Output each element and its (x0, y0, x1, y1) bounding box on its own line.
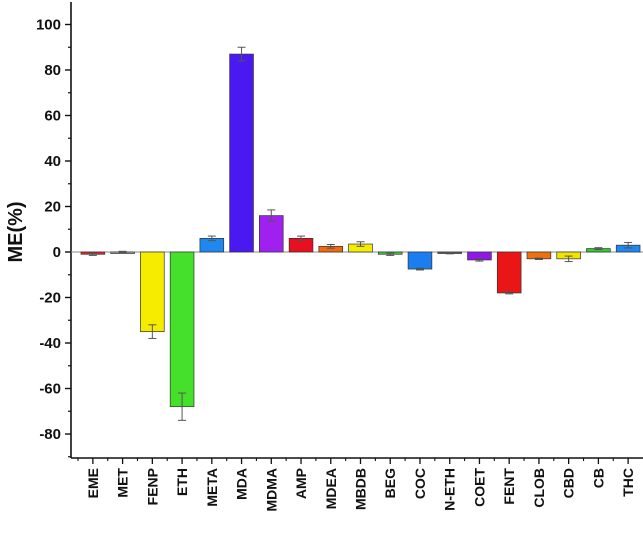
axes (65, 2, 643, 464)
y-tick-label: -20 (39, 290, 61, 307)
y-tick-label: -60 (39, 381, 61, 398)
bar-coc (407, 251, 433, 270)
x-tick-label: BEG (382, 468, 398, 498)
x-tick-label: CLOB (531, 468, 547, 508)
bar-eth (169, 251, 195, 408)
bar-fent (496, 251, 522, 294)
x-tick-label: META (204, 468, 220, 507)
x-tick-label: AMP (293, 468, 309, 499)
y-axis-title: ME(%) (5, 201, 27, 262)
x-tick-label: MBDB (353, 468, 369, 510)
x-tick-label: MET (115, 468, 131, 498)
error-bars (88, 46, 633, 421)
bars (80, 53, 641, 408)
x-tick-label: COC (412, 468, 428, 499)
x-tick-label: CBD (561, 468, 577, 498)
y-tick-label: -40 (39, 335, 61, 352)
x-tick-label: FENT (501, 468, 517, 505)
x-tick-labels: EME MET FENP ETH META MDA MDMA AMP MDEA MBDB BEG CO… (85, 468, 636, 512)
x-tick-label: CB (590, 468, 606, 488)
y-tick-label: 100 (36, 17, 61, 34)
x-tick-label: ETH (174, 468, 190, 496)
x-tick-label: MDEA (323, 468, 339, 509)
y-tick-label: 20 (44, 199, 61, 216)
x-tick-label: FENP (144, 468, 160, 505)
x-tick-label: MDMA (263, 468, 279, 512)
bar-fenp (140, 251, 165, 332)
y-tick-label: 60 (44, 108, 61, 125)
bar-mda (229, 53, 254, 253)
x-tick-label: MDA (234, 468, 250, 500)
y-tick-label: 40 (44, 153, 61, 170)
x-tick-label: N-ETH (442, 468, 458, 511)
y-tick-labels: -80 -60 -40 -20 0 20 40 60 80 100 (36, 17, 61, 444)
x-tick-label: EME (85, 468, 101, 498)
y-tick-label: 80 (44, 62, 61, 79)
x-tick-label: THC (620, 468, 636, 497)
y-tick-label: -80 (39, 426, 61, 443)
x-tick-label: COET (471, 468, 487, 507)
y-tick-label: 0 (53, 244, 61, 261)
